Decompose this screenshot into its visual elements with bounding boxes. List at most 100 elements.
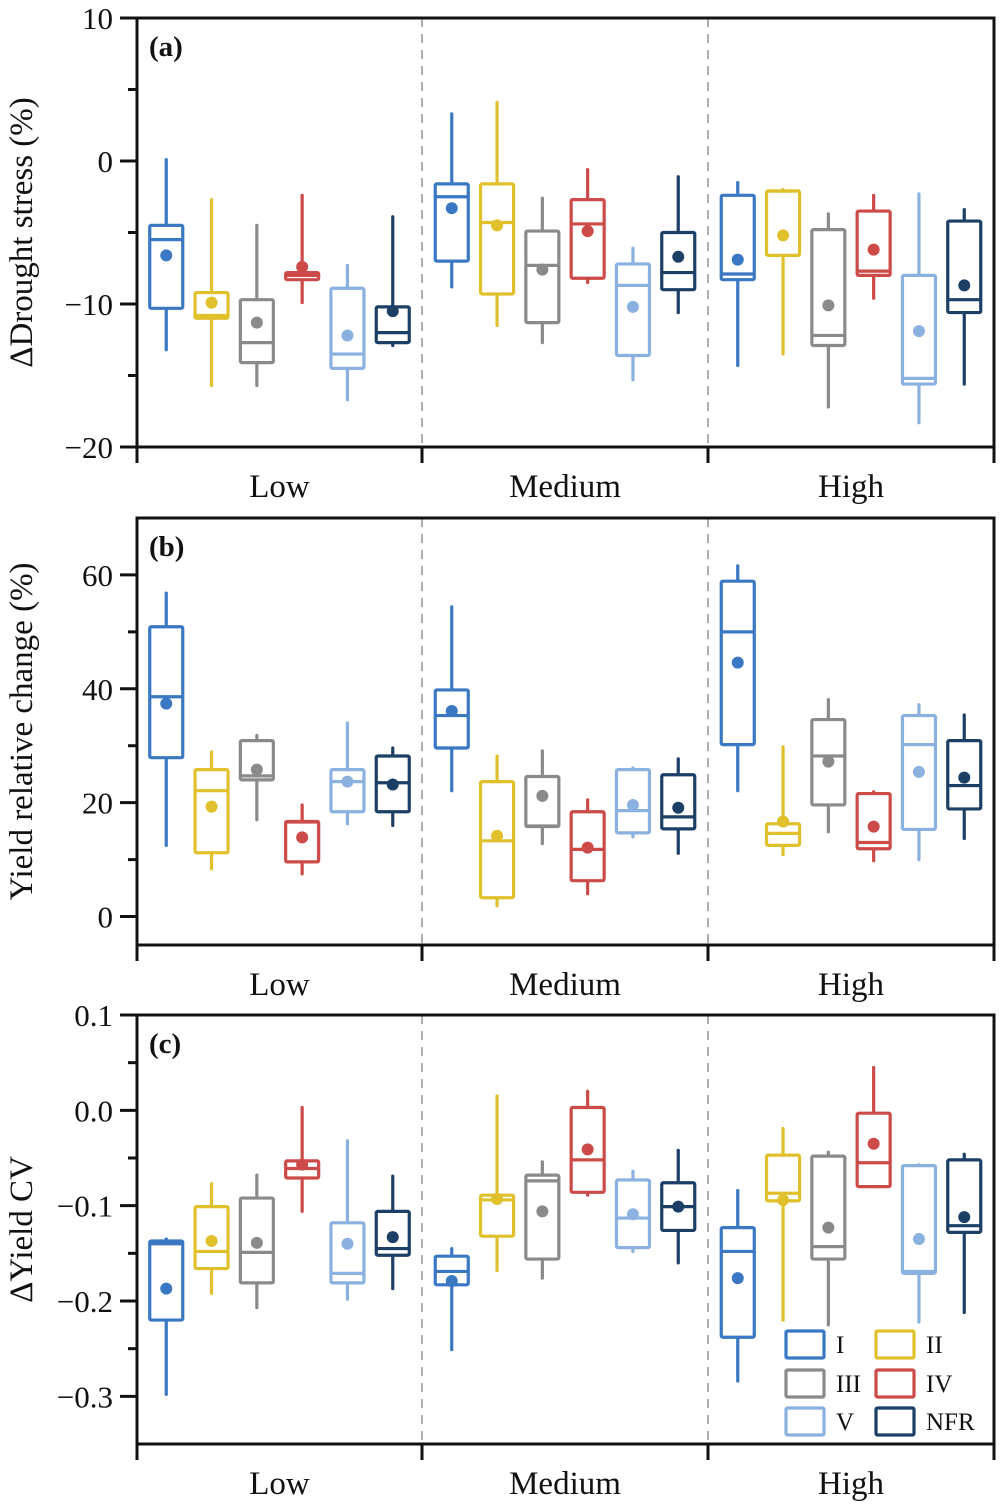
- legend-swatch: [784, 1406, 826, 1437]
- mean-dot: [386, 778, 399, 791]
- box-V-medium: [614, 246, 652, 382]
- legend-label: II: [926, 1332, 943, 1359]
- mean-dot: [296, 831, 309, 844]
- box-I-high: [719, 180, 756, 368]
- legend-swatch: [874, 1329, 916, 1360]
- iqr-box: [569, 198, 606, 280]
- box-V-low: [329, 721, 366, 826]
- plot-frame: [135, 516, 996, 947]
- y-tick-label: 0: [98, 144, 114, 179]
- mean-dot: [445, 1274, 458, 1287]
- x-category-label: Low: [249, 469, 310, 505]
- mean-dot: [250, 1236, 263, 1249]
- mean-dot: [958, 279, 971, 292]
- box-II-low: [193, 750, 230, 871]
- mean-dot: [581, 225, 594, 238]
- box-NFR-medium: [660, 1148, 697, 1265]
- mean-dot: [536, 789, 549, 802]
- iqr-box: [719, 193, 756, 282]
- iqr-box: [810, 1154, 847, 1261]
- y-axis-title: Yield relative change (%): [4, 562, 40, 900]
- box-V-high: [900, 192, 938, 425]
- y-tick-label: 40: [82, 672, 113, 707]
- x-category-label: Low: [249, 1466, 310, 1502]
- y-tick-label: −20: [65, 430, 113, 465]
- mean-dot: [160, 697, 173, 710]
- box-II-low: [193, 198, 230, 388]
- legend-item-ii: II: [874, 1329, 943, 1360]
- mean-dot: [822, 299, 835, 312]
- box-V-medium: [614, 766, 652, 839]
- mean-dot: [626, 1208, 639, 1221]
- mean-dot: [672, 250, 685, 263]
- y-axis-title: ΔYield CV: [4, 1156, 40, 1303]
- panel-tag: (a): [149, 31, 183, 63]
- iqr-box: [238, 298, 275, 365]
- iqr-box: [946, 1158, 983, 1234]
- mean-dot: [296, 260, 309, 273]
- mean-dot: [777, 1193, 790, 1206]
- mean-dot: [777, 229, 790, 242]
- box-III-low: [238, 223, 275, 388]
- box-I-high: [719, 564, 756, 793]
- plot-frame: [135, 1013, 996, 1446]
- box-II-high: [764, 1126, 802, 1322]
- legend-item-i: I: [784, 1329, 844, 1360]
- mean-dot: [341, 1237, 354, 1250]
- mean-dot: [867, 243, 880, 256]
- box-NFR-low: [374, 1174, 411, 1291]
- box-III-low: [238, 733, 275, 822]
- mean-dot: [672, 801, 685, 814]
- box-II-high: [764, 745, 802, 857]
- y-tick-label: −0.2: [57, 1284, 113, 1319]
- box-V-high: [900, 1163, 938, 1324]
- iqr-box: [946, 219, 983, 315]
- box-III-low: [238, 1173, 275, 1310]
- y-tick-label: 10: [82, 1, 113, 36]
- mean-dot: [491, 1192, 504, 1205]
- box-IV-high: [855, 790, 892, 863]
- box-I-low: [148, 1237, 185, 1397]
- box-NFR-high: [946, 208, 983, 386]
- box-V-low: [329, 263, 366, 402]
- panel-tag: (b): [149, 531, 184, 563]
- y-tick-label: 0: [98, 900, 114, 935]
- box-NFR-low: [374, 215, 411, 348]
- mean-dot: [731, 656, 744, 669]
- box-III-medium: [524, 196, 561, 345]
- mean-dot: [160, 1282, 173, 1295]
- y-tick-label: −0.1: [57, 1189, 113, 1224]
- box-I-medium: [433, 112, 470, 289]
- box-IV-low: [284, 193, 321, 305]
- mean-dot: [536, 263, 549, 276]
- iqr-box: [433, 688, 470, 750]
- box-I-low: [148, 591, 185, 847]
- mean-dot: [445, 202, 458, 215]
- mean-dot: [205, 800, 218, 813]
- legend-swatch: [874, 1368, 916, 1399]
- mean-dot: [867, 1137, 880, 1150]
- iqr-box: [329, 286, 366, 370]
- x-category-label: High: [818, 1466, 885, 1502]
- mean-dot: [777, 815, 790, 828]
- iqr-box: [855, 1111, 892, 1189]
- mean-dot: [626, 300, 639, 313]
- legend-swatch: [874, 1406, 916, 1437]
- box-II-low: [193, 1182, 230, 1295]
- mean-dot: [581, 841, 594, 854]
- x-category-label: Medium: [509, 1466, 621, 1502]
- box-IV-low: [284, 1105, 321, 1213]
- x-category-label: High: [818, 469, 885, 505]
- mean-dot: [205, 1234, 218, 1247]
- iqr-box: [329, 1221, 366, 1285]
- x-category-label: High: [818, 967, 885, 1003]
- mean-dot: [491, 829, 504, 842]
- iqr-box: [238, 739, 275, 782]
- box-NFR-medium: [660, 175, 697, 315]
- iqr-box: [148, 625, 185, 760]
- box-II-high: [764, 188, 802, 356]
- mean-dot: [445, 705, 458, 718]
- y-tick-label: −0.3: [57, 1379, 113, 1414]
